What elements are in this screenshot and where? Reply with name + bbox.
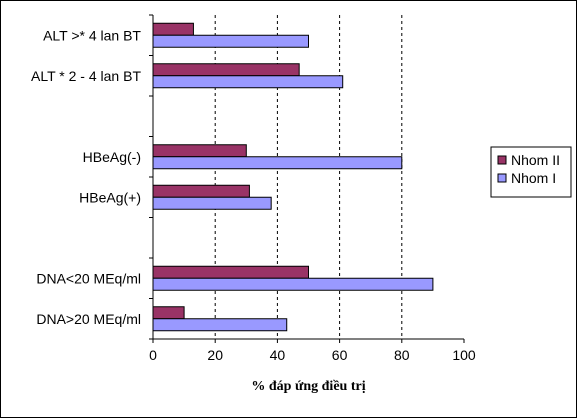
x-tick-label: 40 (270, 347, 286, 363)
bar-nhom-ii (152, 184, 250, 198)
category-label: DNA<20 MEq/ml (36, 270, 141, 286)
legend-label: Nhom II (511, 152, 560, 168)
x-axis-title: % đáp ứng điều trị (251, 379, 365, 394)
legend-box (490, 146, 572, 198)
category-label: HBeAg(+) (79, 189, 141, 205)
bars (152, 22, 434, 332)
axes (149, 14, 465, 343)
bar-nhom-i (152, 196, 272, 210)
legend: Nhom II Nhom I (490, 146, 572, 198)
category-label: ALT >* 4 lan BT (43, 27, 141, 43)
bar-nhom-i (152, 156, 403, 170)
x-tick-label: 20 (207, 347, 223, 363)
x-tick-label: 80 (394, 347, 410, 363)
bar-nhom-i (152, 318, 288, 332)
bar-nhom-i (152, 277, 434, 291)
bar-nhom-i (152, 75, 344, 89)
legend-label: Nhom I (511, 170, 556, 186)
labels: ALT >* 4 lan BT ALT * 2 - 4 lan BT HBeAg(-… (31, 27, 476, 394)
legend-swatch (497, 173, 507, 183)
x-tick-label: 0 (149, 347, 157, 363)
bar-nhom-ii (152, 265, 309, 279)
bar-nhom-ii (152, 306, 185, 320)
x-tick-label: 100 (452, 347, 476, 363)
bar-nhom-ii (152, 144, 247, 158)
bar-nhom-i (152, 34, 309, 48)
category-label: DNA>20 MEq/ml (36, 311, 141, 327)
bar-nhom-ii (152, 63, 300, 77)
legend-swatch (497, 155, 507, 165)
x-tick-label: 60 (332, 347, 348, 363)
category-label: ALT * 2 - 4 lan BT (31, 68, 141, 84)
category-label: HBeAg(-) (83, 149, 141, 165)
bar-nhom-ii (152, 22, 194, 36)
